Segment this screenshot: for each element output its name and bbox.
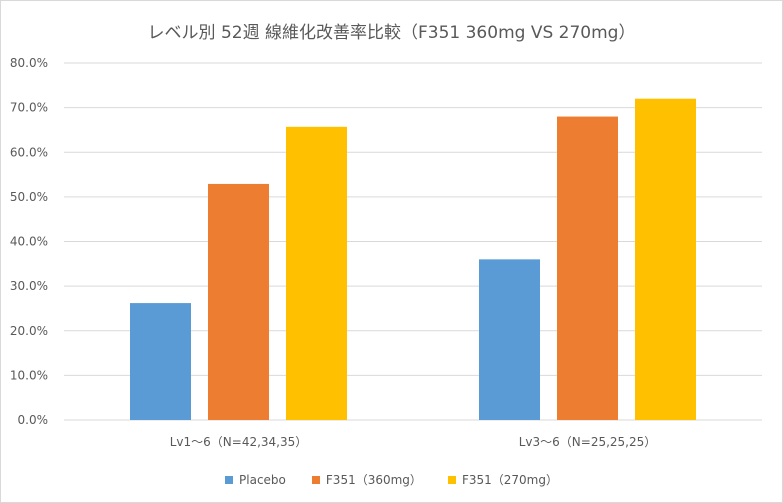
bar <box>130 303 191 420</box>
legend-label-270mg: F351（270mg） <box>461 473 558 487</box>
y-tick-label: 10.0% <box>10 368 48 382</box>
bar <box>208 183 269 420</box>
bar <box>635 98 696 420</box>
y-tick-label: 30.0% <box>10 279 48 293</box>
y-tick-label: 60.0% <box>10 145 48 159</box>
y-tick-label: 40.0% <box>10 235 48 249</box>
legend-swatch-270mg <box>447 475 456 484</box>
legend-item-270mg: F351（270mg） <box>447 471 558 488</box>
y-tick-label: 70.0% <box>10 101 48 115</box>
y-tick-label: 80.0% <box>10 56 48 70</box>
legend-item-placebo: Placebo <box>225 471 286 488</box>
chart-title: レベル別 52週 線維化改善率比較（F351 360mg VS 270mg） <box>147 23 636 43</box>
legend-swatch-360mg <box>311 475 320 484</box>
bar <box>286 126 347 420</box>
y-tick-label: 20.0% <box>10 324 48 338</box>
x-category-label: Lv3～6（N=25,25,25） <box>519 435 657 449</box>
y-tick-label: 50.0% <box>10 190 48 204</box>
legend-label-360mg: F351（360mg） <box>325 473 422 487</box>
legend-item-360mg: F351（360mg） <box>311 471 422 488</box>
legend-swatch-placebo <box>225 475 234 484</box>
bar <box>557 116 618 421</box>
legend: Placebo F351（360mg） F351（270mg） <box>0 471 783 488</box>
bar <box>479 259 540 420</box>
legend-label-placebo: Placebo <box>239 472 286 487</box>
x-category-label: Lv1～6（N=42,34,35） <box>170 435 308 449</box>
y-tick-label: 0.0% <box>18 413 49 427</box>
